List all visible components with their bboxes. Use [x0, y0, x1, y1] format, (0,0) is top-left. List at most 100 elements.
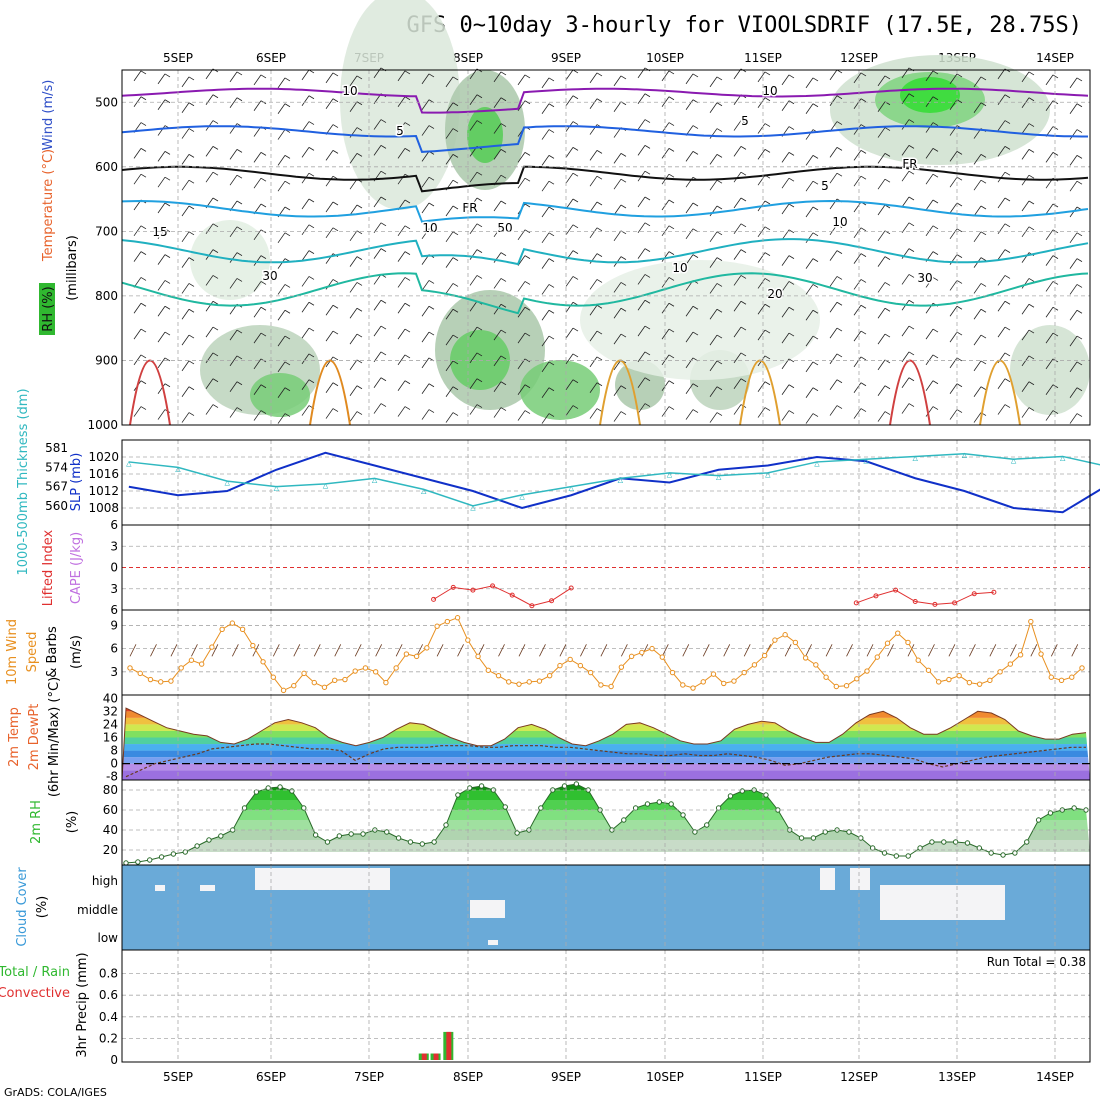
wind-barb — [757, 329, 766, 341]
wind-barb — [1076, 77, 1083, 82]
wind-barb — [205, 223, 214, 235]
wind-barb — [260, 332, 267, 337]
wind-barb — [668, 302, 675, 307]
wind-barb — [253, 358, 262, 370]
wind-barb — [260, 255, 267, 259]
wind-barb — [452, 128, 459, 132]
wind-barb — [332, 227, 339, 232]
wind-barb — [836, 172, 843, 177]
lifted-index-line — [856, 589, 994, 605]
wind-barb — [445, 309, 454, 320]
isotherm — [121, 238, 1089, 266]
wind-barb — [620, 256, 627, 260]
wind-barb — [716, 154, 723, 158]
wind-barb — [668, 122, 675, 126]
wind10-point — [792, 639, 799, 646]
wind-barb — [733, 404, 742, 415]
wind-barb — [541, 232, 550, 244]
rh-point — [170, 851, 177, 857]
wind-barb — [860, 279, 867, 283]
rh-point — [384, 829, 390, 835]
rh-point — [419, 841, 425, 847]
wind-barb — [860, 356, 867, 361]
wind-barb — [205, 171, 214, 183]
contour-label: 15 — [152, 225, 167, 239]
wind-barb — [140, 251, 147, 255]
rh-point — [692, 829, 698, 835]
wind-barb — [709, 231, 718, 243]
wind10-label-units: (m/s) — [69, 635, 84, 669]
thickness-point: △ — [421, 486, 427, 496]
bottom-day-label: 6SEP — [256, 1070, 286, 1084]
wind-barb — [380, 248, 387, 252]
wind-barb — [164, 357, 171, 362]
wind-barb — [445, 283, 454, 294]
wind-barb — [541, 103, 550, 114]
rh-point — [976, 845, 983, 851]
top-day-label: 12SEP — [840, 51, 878, 65]
wind-barb — [476, 326, 483, 331]
wind-barb — [644, 274, 651, 278]
wind-barb — [949, 176, 958, 188]
wind-barb — [164, 254, 171, 258]
wind-barb — [356, 411, 363, 415]
wind-barb — [157, 409, 166, 420]
wind-barb — [565, 69, 574, 81]
temp-tick-label: -8 — [106, 770, 118, 784]
wind-barb — [1045, 332, 1054, 344]
wind-barb — [932, 70, 939, 75]
wind-barb — [596, 330, 603, 335]
wind-barb — [949, 409, 958, 420]
wind-barb — [260, 410, 267, 414]
wind-barb — [236, 278, 243, 282]
temp-band — [122, 744, 1090, 751]
wind-barb — [212, 300, 219, 305]
wind-barb — [637, 93, 646, 104]
wind-barb — [740, 171, 747, 176]
wind-barb — [428, 383, 435, 388]
wind10-barb — [293, 644, 301, 657]
lifted-index-line — [433, 585, 572, 607]
lifted-index-point — [873, 593, 879, 599]
wind-barb — [236, 381, 243, 386]
rh-point — [514, 830, 520, 836]
wind10-point — [976, 681, 983, 687]
wind10-point — [372, 669, 379, 675]
rh-axis-label: RH (%) — [41, 286, 56, 331]
thickness-tick-label: 560 — [45, 499, 68, 513]
wind-barb — [404, 251, 411, 255]
wind-barb — [133, 354, 142, 366]
rh-point — [502, 804, 508, 810]
wind-barb — [973, 179, 982, 191]
wind-barb — [613, 333, 622, 345]
wind-barb — [517, 332, 526, 344]
bottom-day-label: 13SEP — [938, 1070, 976, 1084]
wind-barb — [380, 119, 387, 123]
wind-barb — [284, 206, 291, 211]
rh-point — [881, 850, 888, 856]
wind-barb — [133, 225, 142, 237]
wind-barb — [1028, 355, 1035, 360]
wind-barb — [308, 95, 315, 100]
wind-barb — [973, 76, 982, 88]
wind-barb — [692, 305, 699, 310]
wind10-point — [587, 669, 594, 676]
wind10-point — [935, 679, 942, 685]
wind-barb — [541, 129, 550, 140]
wind10-point — [618, 664, 625, 670]
temp-tick-label: 24 — [103, 717, 118, 731]
wind-barb — [500, 149, 507, 153]
wind-barb — [661, 277, 670, 288]
wind-barb — [901, 325, 910, 337]
wind-barb — [1004, 275, 1011, 279]
wind-barb — [908, 119, 915, 123]
wind-barb — [181, 386, 190, 397]
wind10-point — [1028, 618, 1034, 625]
wind-barb — [188, 308, 195, 313]
wind-barb — [613, 282, 622, 293]
wind-barb — [421, 357, 430, 369]
wind-barb — [284, 284, 291, 288]
rh-point — [395, 835, 402, 841]
rh-point — [917, 845, 923, 851]
wind-barb — [764, 97, 771, 102]
